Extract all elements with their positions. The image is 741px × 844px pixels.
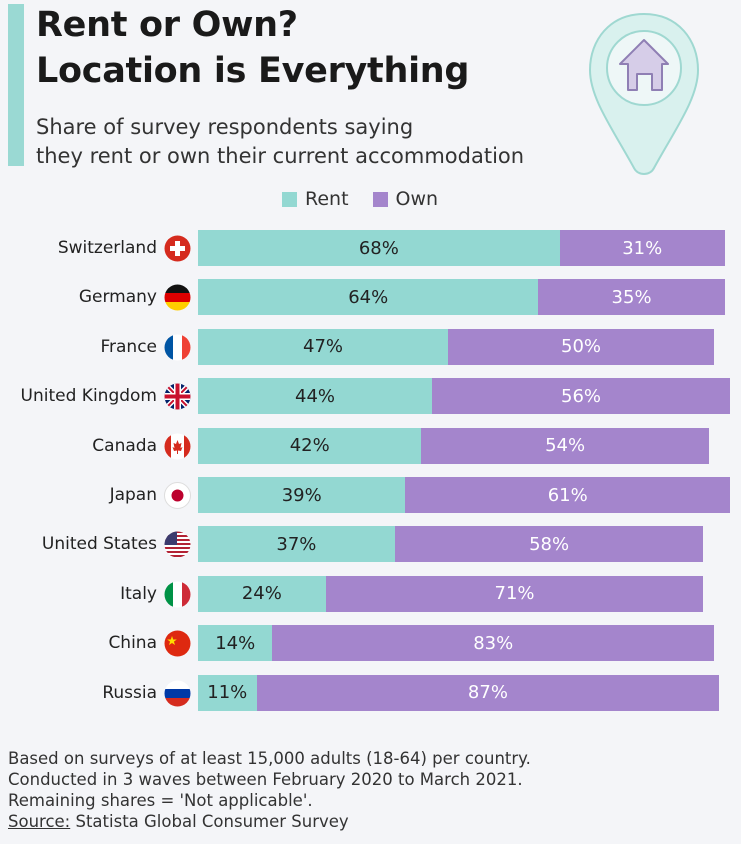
chart-subtitle: Share of survey respondents saying they … [36,113,524,171]
russia-flag-icon [164,680,191,707]
bar-rent: 39% [198,477,406,513]
bar-row: Canada 42% 54% [0,427,741,464]
bar-own: 71% [325,575,704,612]
data-label-rent: 14% [215,632,256,654]
data-label-rent: 64% [348,286,389,308]
data-label-own: 50% [561,336,602,358]
title-line-1: Rent or Own? [36,5,298,45]
accent-bar [8,4,24,166]
footer-notes: Based on surveys of at least 15,000 adul… [8,748,531,832]
footer-note-3: Remaining shares = 'Not applicable'. [8,791,313,810]
bar-row: Japan 39% 61% [0,477,741,513]
bar-rent: 44% [198,378,433,415]
country-label: Italy [120,583,157,604]
country-label: Germany [78,287,157,308]
country-label: Canada [92,435,157,456]
bar-rent: 11% [198,674,257,711]
legend-label-rent: Rent [305,188,349,210]
france-flag-icon [164,334,191,361]
bar-rent: 64% [198,279,539,316]
location-pin-house-icon [588,12,700,175]
data-label-own: 54% [545,435,586,457]
bar-own: 50% [448,328,715,365]
country-label: Japan [109,485,157,505]
bar-own: 58% [394,526,704,563]
data-label-own: 71% [494,583,535,605]
data-label-rent: 24% [241,583,282,605]
bar-row: United States 37% 58% [0,526,741,563]
bar-row: Switzerland 68% 31% [0,230,741,266]
legend: Rent Own [282,188,438,210]
bar-own: 87% [256,674,720,711]
data-label-rent: 11% [207,682,248,704]
country-label: Russia [102,682,157,703]
chart-title: Rent or Own? Location is Everything [36,2,469,94]
country-label: Switzerland [57,238,157,258]
germany-flag-icon [164,284,191,311]
data-label-own: 83% [473,632,514,654]
data-label-own: 87% [467,682,508,704]
usa-flag-icon [164,531,191,558]
country-label: China [108,633,157,654]
country-label: France [100,336,157,357]
bar-rent: 47% [198,328,449,365]
china-flag-icon [164,630,191,657]
bar-own: 54% [421,427,709,464]
bar-row: France 47% 50% [0,328,741,365]
source-text: Statista Global Consumer Survey [75,812,349,831]
subtitle-line-1: Share of survey respondents saying [36,115,414,139]
footer-note-1: Based on surveys of at least 15,000 adul… [8,749,531,768]
bar-own: 61% [405,477,730,513]
data-label-rent: 44% [295,385,336,407]
data-label-rent: 68% [358,237,399,259]
bar-row: China 14% 83% [0,625,741,662]
footer-note-2: Conducted in 3 waves between February 20… [8,770,523,789]
data-label-rent: 37% [276,533,317,555]
data-label-own: 56% [561,385,602,407]
data-label-own: 61% [547,484,588,506]
switzerland-flag-icon [164,235,191,262]
bar-own: 35% [538,279,725,316]
legend-swatch-rent [282,191,297,207]
title-line-2: Location is Everything [36,51,470,91]
country-label: United States [41,534,157,555]
data-label-own: 35% [611,286,652,308]
bar-rent: 14% [198,625,273,662]
legend-swatch-own [372,191,388,207]
source-line: Source: Statista Global Consumer Survey [8,811,531,832]
bar-own: 83% [272,625,715,662]
country-label: United Kingdom [20,386,157,407]
legend-item-rent: Rent [282,188,349,210]
uk-flag-icon [164,383,191,410]
data-label-rent: 42% [289,435,330,457]
data-label-rent: 47% [303,336,344,358]
data-label-own: 31% [622,237,663,259]
legend-label-own: Own [395,188,439,210]
bar-row: Germany 64% 35% [0,279,741,316]
bar-row: United Kingdom 44% 56% [0,378,741,415]
bar-rent: 37% [198,526,395,563]
bar-rent: 42% [198,427,422,464]
data-label-rent: 39% [281,484,322,506]
bar-rent: 68% [198,230,560,266]
bar-own: 31% [559,230,725,266]
canada-flag-icon [164,433,191,460]
legend-item-own: Own [372,188,439,210]
subtitle-line-2: they rent or own their current accommoda… [36,144,525,168]
italy-flag-icon [164,581,191,608]
bar-own: 56% [432,378,730,415]
data-label-own: 58% [529,533,570,555]
bar-row: Italy 24% 71% [0,575,741,612]
japan-flag-icon [164,482,191,509]
bar-row: Russia 11% 87% [0,674,741,711]
bar-rent: 24% [198,575,326,612]
source-label[interactable]: Source: [8,812,71,831]
